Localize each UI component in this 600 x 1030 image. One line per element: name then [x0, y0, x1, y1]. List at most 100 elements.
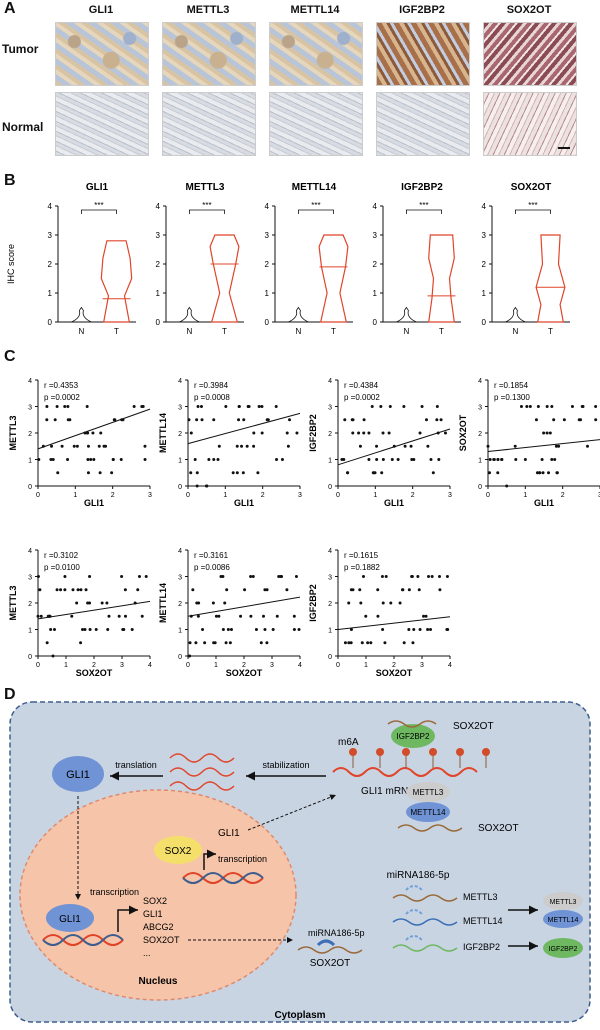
- col-header-mettl3: METTL3: [186, 4, 230, 16]
- y-tick-label: 1: [482, 289, 487, 298]
- scatter-point: [427, 575, 431, 578]
- y-tick-label: 0: [478, 484, 482, 491]
- scatter-point: [438, 575, 442, 578]
- y-tick-label: 2: [48, 260, 53, 269]
- scatter-point: [403, 444, 407, 448]
- scatter-point: [71, 588, 75, 592]
- scatter-point: [204, 484, 208, 488]
- scatter-point: [211, 601, 215, 605]
- scatter-point: [196, 614, 200, 618]
- significance-stars: ***: [202, 201, 211, 210]
- p-value: p =0.0002: [44, 393, 80, 402]
- x-tick-label: 1: [223, 492, 227, 499]
- scatter-point: [36, 614, 40, 618]
- ihc-image-normal-mettl14: [269, 92, 363, 156]
- x-tick-label: 3: [148, 492, 152, 499]
- scatter-point: [104, 444, 108, 448]
- sox2ot-sponge-label: SOX2OT: [310, 958, 351, 969]
- scatter-point: [212, 458, 216, 461]
- scatter-point: [63, 588, 67, 592]
- scatter-point: [105, 601, 109, 605]
- scatter-point: [376, 614, 380, 618]
- scatter-point: [380, 575, 384, 578]
- scatter-point: [38, 588, 42, 592]
- scatter-point: [226, 628, 230, 631]
- scatter-point: [245, 444, 249, 448]
- scatter-point: [124, 614, 128, 618]
- ihc-image-normal-igf2bp2: [376, 92, 470, 156]
- scatter-point: [412, 628, 416, 631]
- scatter-point: [86, 458, 90, 461]
- scatter-point: [445, 575, 449, 578]
- scatter-point: [426, 444, 430, 448]
- scatter-point: [528, 405, 532, 408]
- scatter-point: [398, 601, 402, 605]
- scatter-point: [486, 444, 490, 448]
- y-tick-label: 4: [178, 378, 182, 385]
- scatter-point: [263, 628, 267, 631]
- x-tick-label: 0: [186, 662, 190, 669]
- scatter-point: [50, 444, 54, 448]
- mettl3-protein: [406, 782, 450, 802]
- regression-line: [37, 600, 151, 620]
- scatter-point: [346, 471, 350, 475]
- scatter-point: [418, 431, 422, 435]
- y-axis-label: IHC score: [6, 244, 16, 284]
- scatter-point: [195, 418, 199, 422]
- igf2bp2-target-label: IGF2BP2: [463, 942, 500, 952]
- scatter-point: [409, 444, 413, 448]
- scatter-point: [45, 418, 49, 422]
- scatter-point: [540, 458, 544, 461]
- x-tick-label: 2: [411, 492, 415, 499]
- scatter-point: [45, 405, 49, 408]
- scatter-point: [51, 458, 55, 461]
- scatter-point: [286, 444, 290, 448]
- y-tick-label: 2: [328, 431, 332, 438]
- x-tick-label: 0: [336, 662, 340, 669]
- scatter-point: [417, 588, 421, 592]
- y-tick-label: 4: [482, 202, 487, 211]
- scatter-point: [594, 418, 598, 422]
- scatter-point: [381, 628, 385, 631]
- scatter-point: [66, 458, 70, 461]
- scatter-point: [295, 431, 299, 435]
- y-tick-label: 1: [265, 289, 270, 298]
- scatter-point: [195, 484, 199, 488]
- scatter-point: [59, 588, 63, 592]
- scatter-point: [247, 405, 251, 408]
- panel-d-letter: D: [4, 686, 16, 703]
- violin-tumor: [535, 234, 566, 323]
- scatter-point: [553, 458, 557, 461]
- ihc-image-normal-sox2ot: [483, 92, 577, 156]
- scatter-point: [534, 418, 538, 422]
- scatter-point: [285, 431, 289, 435]
- scatter-point: [277, 575, 281, 578]
- scatter-point: [430, 575, 434, 578]
- x-tick-label-t: T: [439, 327, 444, 336]
- scatter-point: [349, 628, 353, 631]
- sox2ot-mid-label: SOX2OT: [478, 823, 519, 834]
- ihc-image-tumor-mettl14: [269, 22, 363, 86]
- scatter-point: [349, 641, 353, 645]
- scatter-point: [45, 641, 49, 645]
- x-tick-label: 1: [214, 662, 218, 669]
- scatter-point: [550, 458, 554, 461]
- significance-stars: ***: [311, 201, 320, 210]
- scatter-point: [351, 431, 355, 435]
- scatter-point: [375, 458, 379, 461]
- y-tick-label: 4: [328, 548, 332, 555]
- x-tick-label: 2: [92, 662, 96, 669]
- scatter-point: [388, 405, 392, 408]
- scatter-point: [66, 418, 70, 422]
- scatter-point: [280, 575, 284, 578]
- scatter-point: [525, 405, 529, 408]
- scatter-point: [91, 431, 95, 435]
- r-value: r =0.1854: [494, 381, 529, 390]
- scatter-point: [143, 458, 147, 461]
- violin-title: GLI1: [86, 182, 109, 193]
- x-tick-label: 2: [242, 662, 246, 669]
- scatter-point: [555, 471, 559, 475]
- violin-title: IGF2BP2: [401, 182, 443, 193]
- scatter-point: [340, 458, 344, 461]
- scatter-point: [381, 431, 385, 435]
